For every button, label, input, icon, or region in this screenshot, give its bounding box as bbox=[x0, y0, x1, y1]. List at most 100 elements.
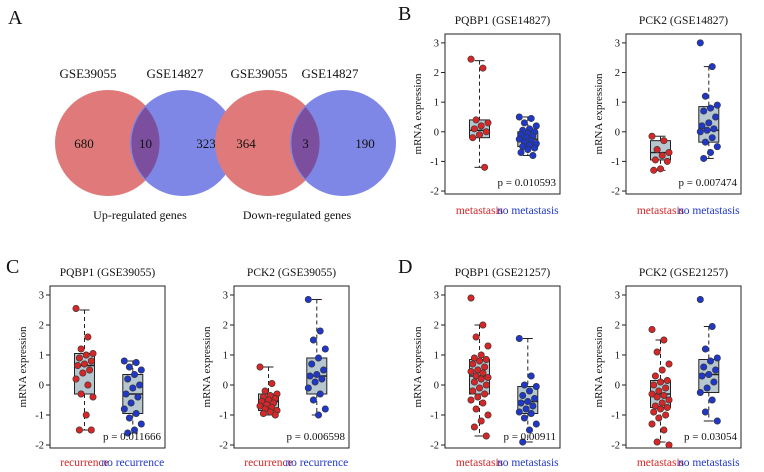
category-label: metastasis bbox=[637, 205, 685, 217]
p-value-annotation: p = 0.011666 bbox=[103, 431, 162, 443]
panel-letter-c: C bbox=[6, 256, 19, 278]
data-point bbox=[701, 92, 709, 100]
data-point bbox=[259, 409, 267, 417]
data-point bbox=[706, 149, 714, 157]
data-point bbox=[470, 125, 478, 133]
plot-title: PCK2 (GSE14827) bbox=[639, 15, 728, 27]
data-point bbox=[660, 426, 668, 434]
data-point bbox=[120, 405, 128, 413]
data-point bbox=[314, 411, 322, 419]
data-point bbox=[520, 119, 528, 127]
category-label: metastasis bbox=[456, 205, 504, 217]
data-point bbox=[77, 345, 85, 353]
data-point bbox=[529, 151, 537, 159]
y-axis-label: mRNA expression bbox=[17, 326, 29, 407]
plot-frame bbox=[444, 33, 561, 195]
data-point bbox=[482, 432, 490, 440]
data-point bbox=[469, 387, 477, 395]
data-point bbox=[696, 295, 704, 303]
category-label: no recurrence bbox=[285, 457, 348, 469]
y-axis-label: mRNA expression bbox=[201, 326, 213, 407]
data-point bbox=[484, 119, 492, 127]
venn-down-left-label: GSE39055 bbox=[230, 66, 287, 81]
data-point bbox=[467, 294, 475, 302]
data-point bbox=[532, 420, 540, 428]
data-point bbox=[655, 387, 663, 395]
data-point bbox=[125, 363, 133, 371]
data-point bbox=[271, 411, 279, 419]
data-point bbox=[311, 378, 319, 386]
data-point bbox=[477, 351, 485, 359]
plot-frame bbox=[49, 285, 166, 449]
data-point bbox=[660, 137, 668, 145]
data-point bbox=[484, 373, 492, 381]
data-point bbox=[653, 348, 661, 356]
data-point bbox=[703, 384, 711, 392]
panel-letter-a: A bbox=[8, 7, 23, 29]
y-tick-label: 3 bbox=[434, 38, 439, 49]
y-tick-label: 3 bbox=[223, 291, 228, 302]
data-point bbox=[87, 426, 95, 434]
data-point bbox=[131, 426, 139, 434]
data-point bbox=[124, 429, 132, 437]
data-point bbox=[650, 408, 658, 416]
data-point bbox=[75, 426, 83, 434]
y-tick-label: 1 bbox=[615, 351, 620, 362]
data-point bbox=[82, 351, 90, 359]
category-label: no recurrence bbox=[101, 457, 164, 469]
y-tick-label: 0 bbox=[615, 127, 620, 138]
category-label: no metastasis bbox=[678, 457, 740, 469]
data-point bbox=[706, 357, 714, 365]
data-point bbox=[517, 399, 525, 407]
y-tick-label: -1 bbox=[611, 411, 620, 422]
data-point bbox=[708, 134, 716, 142]
data-point bbox=[648, 420, 656, 428]
data-point bbox=[470, 423, 478, 431]
y-tick-label: 1 bbox=[39, 351, 44, 362]
boxplot-panel-2: PCK2 (GSE14827) mRNA expression -2 -1 0 1 2 3 me… bbox=[593, 15, 742, 217]
data-point bbox=[479, 369, 487, 377]
y-tick-label: -2 bbox=[430, 187, 439, 198]
y-tick-label: -1 bbox=[611, 157, 620, 168]
data-point bbox=[663, 403, 671, 411]
y-tick-label: -1 bbox=[35, 411, 44, 422]
data-point bbox=[665, 396, 673, 404]
data-point bbox=[474, 393, 482, 401]
data-point bbox=[72, 375, 80, 383]
data-point bbox=[701, 138, 709, 146]
y-tick-label: 2 bbox=[434, 68, 439, 79]
data-point bbox=[700, 363, 708, 371]
data-point bbox=[261, 387, 269, 395]
p-value-annotation: p = 0.00911 bbox=[503, 431, 556, 443]
y-tick-label: 2 bbox=[615, 68, 620, 79]
data-point bbox=[79, 369, 87, 377]
data-point bbox=[519, 438, 527, 446]
plot-frame bbox=[625, 33, 742, 195]
y-axis-label: mRNA expression bbox=[412, 73, 424, 154]
data-point bbox=[517, 149, 525, 157]
plot-frame bbox=[233, 285, 350, 449]
data-point bbox=[653, 438, 661, 446]
data-point bbox=[532, 382, 540, 390]
plot-title: PCK2 (GSE21257) bbox=[639, 267, 728, 279]
data-point bbox=[268, 379, 276, 387]
data-point bbox=[648, 325, 656, 333]
venn-down-regulated: GSE39055 GSE14827 364 3 190 Down-regulat… bbox=[215, 66, 396, 222]
venn-down-right-label: GSE14827 bbox=[301, 66, 359, 81]
data-point bbox=[696, 128, 704, 136]
data-point bbox=[479, 64, 487, 72]
data-point bbox=[662, 384, 670, 392]
data-point bbox=[481, 390, 489, 398]
boxplot-panel-1: PQBP1 (GSE14827) mRNA expression -2 -1 0 1 2 3 m… bbox=[412, 15, 561, 217]
data-point bbox=[708, 322, 716, 330]
data-point bbox=[663, 157, 671, 165]
data-point bbox=[321, 345, 329, 353]
category-label: no metastasis bbox=[678, 205, 740, 217]
data-point bbox=[316, 390, 324, 398]
data-point bbox=[660, 391, 668, 399]
data-point bbox=[125, 414, 133, 422]
data-point bbox=[84, 333, 92, 341]
data-point bbox=[467, 396, 475, 404]
data-point bbox=[472, 116, 480, 124]
